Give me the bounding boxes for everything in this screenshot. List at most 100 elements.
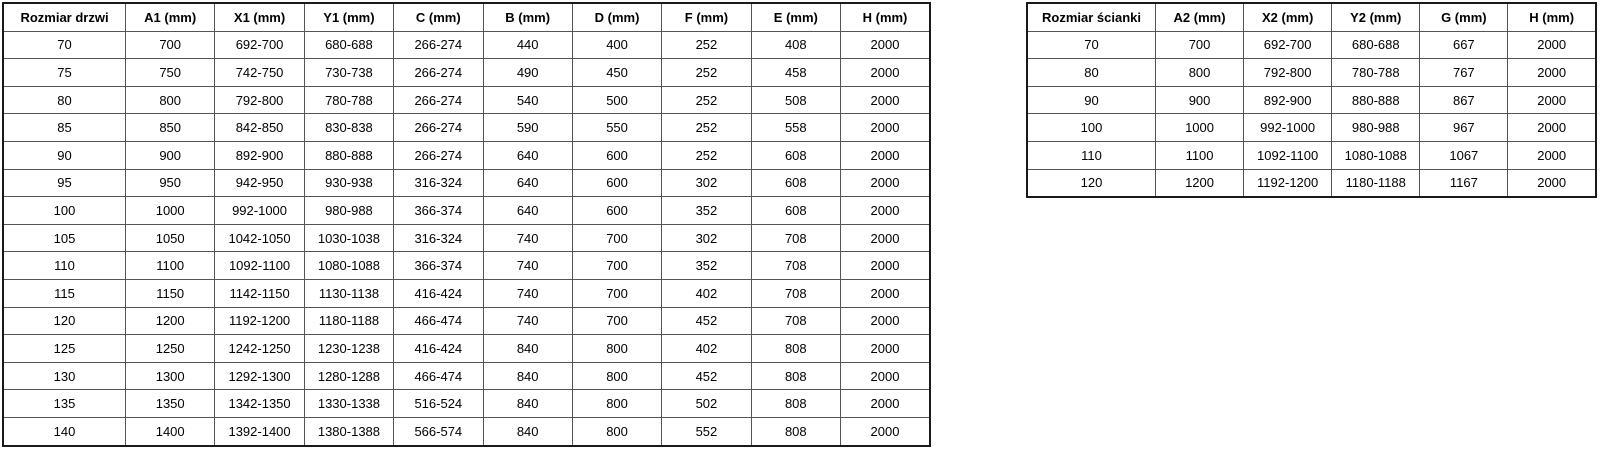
table-cell: 508 — [750, 85, 842, 115]
table-row: 80 800 792-800 780-788 266-274 540 500 252 508 20… — [2, 85, 931, 115]
table-cell: 600 — [571, 196, 663, 225]
table-cell: 266-274 — [393, 58, 484, 87]
table-cell: 800 — [571, 389, 663, 418]
column-header: Y1 (mm) — [303, 2, 395, 32]
table-cell: 867 — [1419, 85, 1509, 115]
table-cell: 266-274 — [393, 30, 484, 60]
header-row: Rozmiar ścianki A2 (mm) X2 (mm) Y2 (mm) G (m… — [1026, 2, 1597, 32]
table-cell: 808 — [750, 416, 842, 447]
table-cell: 2000 — [840, 416, 931, 447]
table-cell: 608 — [750, 196, 842, 225]
table-cell: 900 — [124, 140, 216, 170]
table-cell: 552 — [661, 416, 752, 447]
column-header: E (mm) — [750, 2, 842, 32]
table-cell: 130 — [2, 361, 126, 391]
table-cell: 1180-1188 — [303, 306, 395, 336]
table-cell: 2000 — [840, 223, 931, 253]
table-cell: 1167 — [1419, 168, 1509, 198]
table-cell: 110 — [2, 251, 126, 280]
table-cell: 1400 — [124, 416, 216, 447]
table-cell: 516-524 — [393, 389, 484, 418]
table-cell: 708 — [750, 278, 842, 308]
table-cell: 1192-1200 — [1243, 168, 1333, 198]
table-row: 100 1000 992-1000 980-988 967 2000 — [1026, 113, 1597, 142]
table-header: Rozmiar ścianki A2 (mm) X2 (mm) Y2 (mm) G (m… — [1026, 2, 1597, 32]
table-cell: 120 — [2, 306, 126, 336]
table-cell: 792-800 — [214, 85, 305, 115]
column-header: X1 (mm) — [214, 2, 305, 32]
table-cell: 252 — [661, 140, 752, 170]
table-body: 70 700 692-700 680-688 266-274 440 400 252 408 20… — [2, 30, 931, 447]
table-cell: 980-988 — [1331, 113, 1421, 142]
table-cell: 140 — [2, 416, 126, 447]
table-cell: 950 — [124, 168, 216, 198]
table-row: 140 1400 1392-1400 1380-1388 566-574 840 800 55… — [2, 416, 931, 447]
table-cell: 792-800 — [1243, 58, 1333, 87]
table-cell: 840 — [482, 389, 573, 418]
table-cell: 780-788 — [303, 85, 395, 115]
column-header: F (mm) — [661, 2, 752, 32]
table-cell: 850 — [124, 113, 216, 142]
table-cell: 608 — [750, 168, 842, 198]
table-cell: 450 — [571, 58, 663, 87]
table-cell: 466-474 — [393, 306, 484, 336]
table-cell: 800 — [571, 361, 663, 391]
table-cell: 740 — [482, 306, 573, 336]
table-cell: 840 — [482, 361, 573, 391]
table-cell: 452 — [661, 361, 752, 391]
table-row: 110 1100 1092-1100 1080-1088 1067 2000 — [1026, 140, 1597, 170]
column-header: C (mm) — [393, 2, 484, 32]
table-cell: 2000 — [1507, 168, 1597, 198]
table-cell: 2000 — [840, 58, 931, 87]
table-cell: 708 — [750, 251, 842, 280]
column-header: D (mm) — [571, 2, 663, 32]
table-cell: 742-750 — [214, 58, 305, 87]
table-cell: 408 — [750, 30, 842, 60]
table-cell: 1342-1350 — [214, 389, 305, 418]
table-cell: 1142-1150 — [214, 278, 305, 308]
table-row: 125 1250 1242-1250 1230-1238 416-424 840 800 40… — [2, 334, 931, 363]
table-cell: 1200 — [124, 306, 216, 336]
table-cell: 252 — [661, 30, 752, 60]
table-row: 120 1200 1192-1200 1180-1188 466-474 740 700 45… — [2, 306, 931, 336]
table-cell: 980-988 — [303, 196, 395, 225]
column-header: Y2 (mm) — [1331, 2, 1421, 32]
header-row: Rozmiar drzwi A1 (mm) X1 (mm) Y1 (mm) C (mm)… — [2, 2, 931, 32]
table-cell: 95 — [2, 168, 126, 198]
column-header: G (mm) — [1419, 2, 1509, 32]
table-cell: 1280-1288 — [303, 361, 395, 391]
table-cell: 680-688 — [1331, 30, 1421, 60]
table-row: 70 700 692-700 680-688 266-274 440 400 252 408 20… — [2, 30, 931, 60]
table-cell: 808 — [750, 389, 842, 418]
table-cell: 800 — [571, 334, 663, 363]
table-row: 90 900 892-900 880-888 266-274 640 600 252 608 20… — [2, 140, 931, 170]
table-cell: 2000 — [1507, 85, 1597, 115]
table-cell: 100 — [2, 196, 126, 225]
table-cell: 800 — [571, 416, 663, 447]
table-cell: 900 — [1154, 85, 1245, 115]
column-header: Rozmiar drzwi — [2, 2, 126, 32]
table-cell: 780-788 — [1331, 58, 1421, 87]
table-cell: 1200 — [1154, 168, 1245, 198]
table-cell: 708 — [750, 223, 842, 253]
table-cell: 440 — [482, 30, 573, 60]
table-cell: 700 — [571, 278, 663, 308]
table-cell: 402 — [661, 278, 752, 308]
table-cell: 2000 — [840, 251, 931, 280]
table-cell: 402 — [661, 334, 752, 363]
table-row: 120 1200 1192-1200 1180-1188 1167 2000 — [1026, 168, 1597, 198]
table-cell: 2000 — [1507, 113, 1597, 142]
table-cell: 892-900 — [214, 140, 305, 170]
table-cell: 466-474 — [393, 361, 484, 391]
table-cell: 767 — [1419, 58, 1509, 87]
table-cell: 692-700 — [214, 30, 305, 60]
table-cell: 80 — [2, 85, 126, 115]
table-cell: 105 — [2, 223, 126, 253]
table-cell: 700 — [124, 30, 216, 60]
table-cell: 100 — [1026, 113, 1156, 142]
table-row: 70 700 692-700 680-688 667 2000 — [1026, 30, 1597, 60]
table-cell: 740 — [482, 278, 573, 308]
column-header: H (mm) — [840, 2, 931, 32]
table-cell: 808 — [750, 334, 842, 363]
table-cell: 1092-1100 — [214, 251, 305, 280]
